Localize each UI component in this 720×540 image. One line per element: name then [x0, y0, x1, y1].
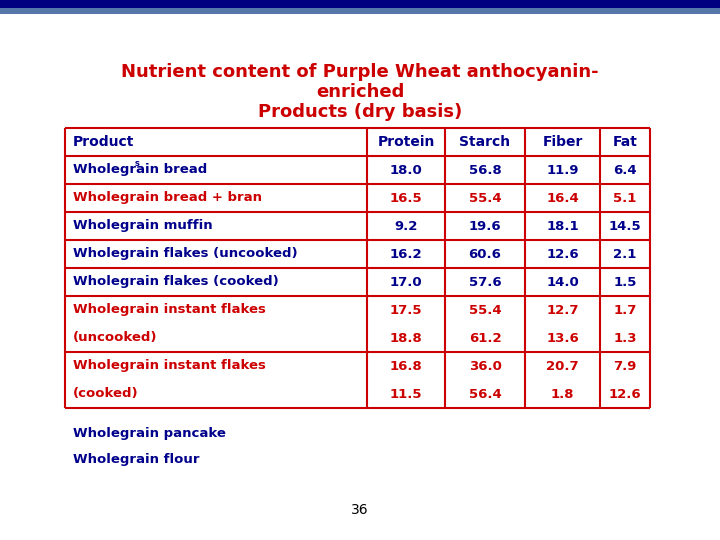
Text: 16.8: 16.8 — [390, 360, 423, 373]
Text: 36.0: 36.0 — [469, 360, 501, 373]
Text: 18.0: 18.0 — [390, 164, 423, 177]
Text: 55.4: 55.4 — [469, 192, 501, 205]
Text: Nutrient content of Purple Wheat anthocyanin-: Nutrient content of Purple Wheat anthocy… — [121, 63, 599, 81]
Text: Products (dry basis): Products (dry basis) — [258, 103, 462, 121]
Text: (cooked): (cooked) — [73, 388, 139, 401]
Text: 12.7: 12.7 — [546, 303, 579, 316]
Text: 1.3: 1.3 — [613, 332, 636, 345]
Text: 2.1: 2.1 — [613, 247, 636, 260]
Text: Wholegrain muffin: Wholegrain muffin — [73, 219, 212, 233]
Text: 12.6: 12.6 — [608, 388, 642, 401]
Text: (uncooked): (uncooked) — [73, 332, 158, 345]
Text: 1.5: 1.5 — [613, 275, 636, 288]
Text: Starch: Starch — [459, 135, 510, 149]
Text: 19.6: 19.6 — [469, 219, 501, 233]
Text: 56.4: 56.4 — [469, 388, 501, 401]
Text: Protein: Protein — [377, 135, 435, 149]
Text: Wholegrain pancake: Wholegrain pancake — [73, 427, 226, 440]
Text: 57.6: 57.6 — [469, 275, 501, 288]
Text: Wholegrain bread + bran: Wholegrain bread + bran — [73, 192, 262, 205]
Text: 1.8: 1.8 — [551, 388, 575, 401]
Text: 55.4: 55.4 — [469, 303, 501, 316]
Text: 14.5: 14.5 — [608, 219, 642, 233]
Text: 12.6: 12.6 — [546, 247, 579, 260]
Text: 16.2: 16.2 — [390, 247, 423, 260]
Text: 61.2: 61.2 — [469, 332, 501, 345]
Text: 13.6: 13.6 — [546, 332, 579, 345]
Text: 5.1: 5.1 — [613, 192, 636, 205]
Text: 9.2: 9.2 — [395, 219, 418, 233]
Text: Product: Product — [73, 135, 135, 149]
Text: 20.7: 20.7 — [546, 360, 579, 373]
Text: 17.5: 17.5 — [390, 303, 422, 316]
Text: Wholegrain flour: Wholegrain flour — [73, 453, 199, 466]
Text: Fat: Fat — [613, 135, 637, 149]
Text: 36: 36 — [351, 503, 369, 517]
Text: 18.1: 18.1 — [546, 219, 579, 233]
Text: 6.4: 6.4 — [613, 164, 636, 177]
Text: 11.5: 11.5 — [390, 388, 422, 401]
Text: Wholegrain instant flakes: Wholegrain instant flakes — [73, 360, 266, 373]
Text: 14.0: 14.0 — [546, 275, 579, 288]
Text: 7.9: 7.9 — [613, 360, 636, 373]
Text: s: s — [135, 159, 140, 168]
Text: Fiber: Fiber — [542, 135, 582, 149]
Text: 56.8: 56.8 — [469, 164, 501, 177]
Text: Wholegrain flakes (cooked): Wholegrain flakes (cooked) — [73, 275, 279, 288]
Text: 11.9: 11.9 — [546, 164, 579, 177]
Text: 16.4: 16.4 — [546, 192, 579, 205]
Text: Wholegrain flakes (uncooked): Wholegrain flakes (uncooked) — [73, 247, 297, 260]
Text: 18.8: 18.8 — [390, 332, 423, 345]
Text: enriched: enriched — [316, 83, 404, 101]
Text: Wholegrain instant flakes: Wholegrain instant flakes — [73, 303, 266, 316]
Text: 16.5: 16.5 — [390, 192, 423, 205]
Text: 60.6: 60.6 — [469, 247, 501, 260]
Text: 17.0: 17.0 — [390, 275, 423, 288]
Text: 1.7: 1.7 — [613, 303, 636, 316]
Text: Wholegrain bread: Wholegrain bread — [73, 164, 207, 177]
